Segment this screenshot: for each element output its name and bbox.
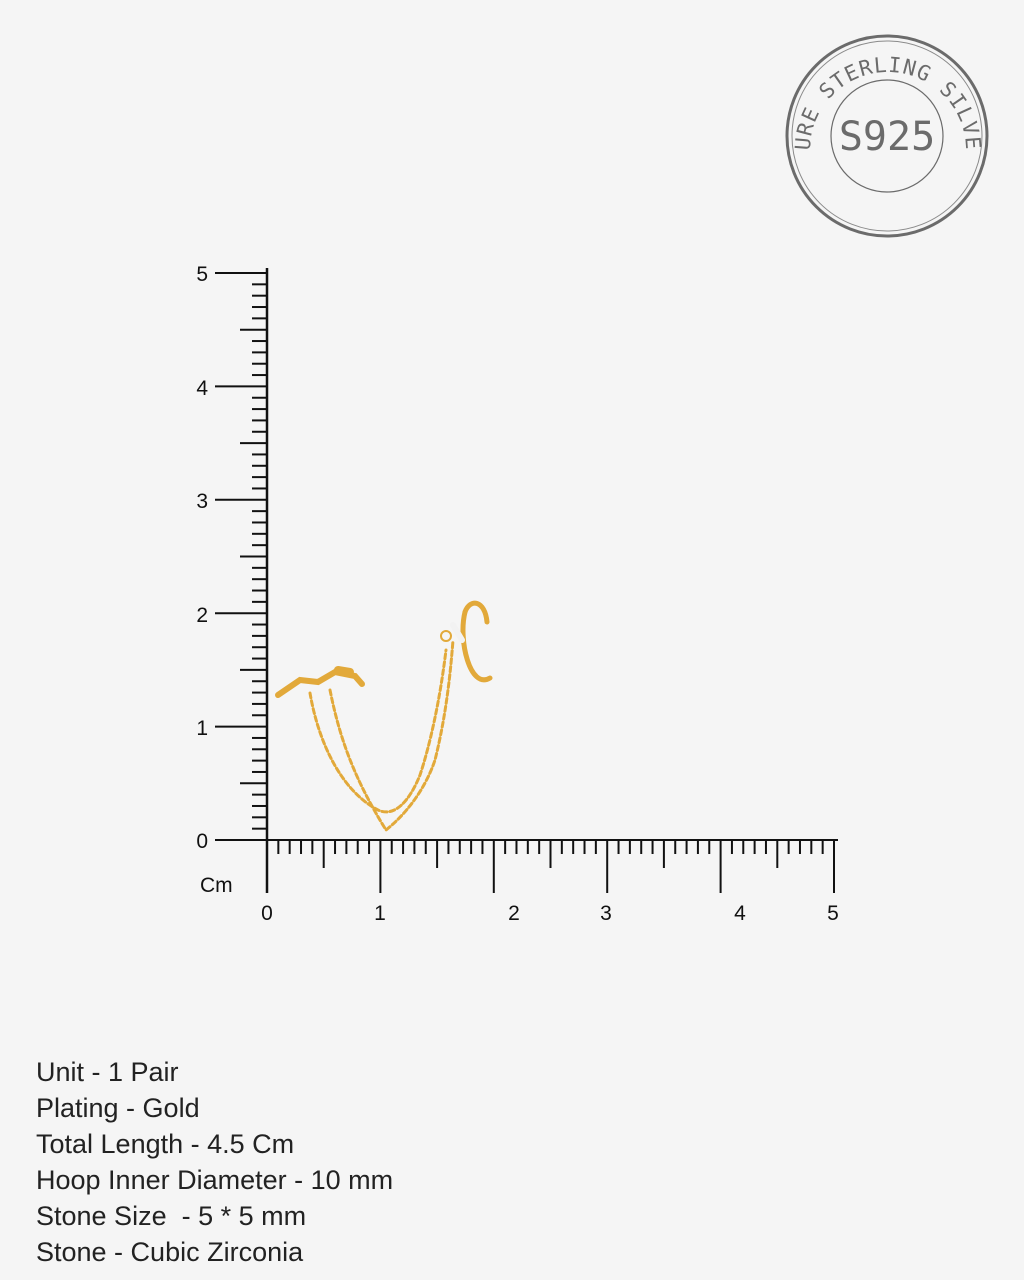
spec-total-length: Total Length - 4.5 Cm — [36, 1129, 295, 1159]
unit-label: Cm — [200, 874, 233, 897]
spec-stone: Stone - Cubic Zirconia — [36, 1237, 304, 1267]
sterling-silver-stamp: PURE STERLING SILVER S925 — [780, 30, 989, 238]
y-label-4: 4 — [196, 377, 208, 400]
x-label-5: 5 — [827, 902, 839, 925]
measurement-ruler: 0 1 2 3 4 5 0 1 2 3 4 5 Cm — [196, 263, 839, 925]
y-label-2: 2 — [196, 604, 208, 627]
spec-stone-size: Stone Size - 5 * 5 mm — [36, 1201, 307, 1231]
spec-plating: Plating - Gold — [36, 1093, 200, 1123]
earring-image — [275, 600, 493, 833]
y-label-1: 1 — [196, 717, 208, 740]
y-label-5: 5 — [196, 263, 208, 286]
product-specs: Unit - 1 Pair Plating - Gold Total Lengt… — [36, 1054, 393, 1270]
y-label-3: 3 — [196, 490, 208, 513]
x-label-1: 1 — [374, 902, 386, 925]
x-label-0: 0 — [261, 902, 273, 925]
spec-unit: Unit - 1 Pair — [36, 1057, 179, 1087]
x-label-3: 3 — [600, 902, 612, 925]
y-label-0: 0 — [196, 830, 208, 853]
x-label-4: 4 — [734, 902, 746, 925]
x-label-2: 2 — [508, 902, 520, 925]
spec-hoop-diameter: Hoop Inner Diameter - 10 mm — [36, 1165, 394, 1195]
stamp-center-text: S925 — [839, 114, 935, 160]
